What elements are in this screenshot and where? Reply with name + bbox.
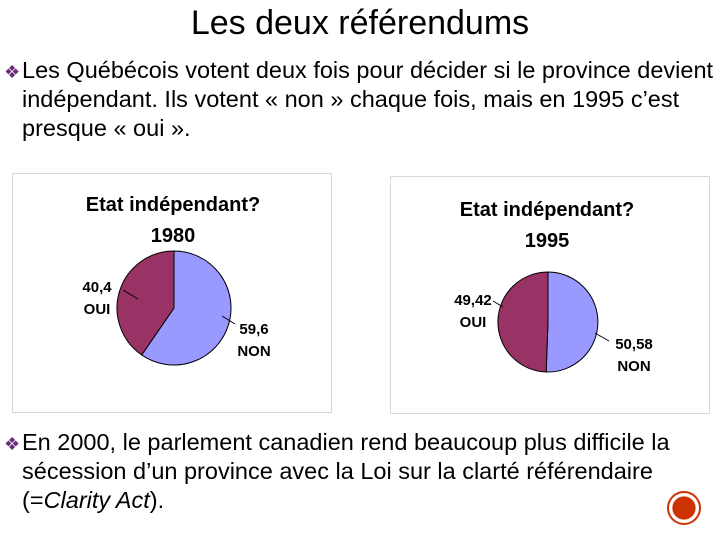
bullet-2-text-italic: Clarity Act — [43, 487, 150, 513]
pie-chart-1995: Etat indépendant? 1995 49,42 OUI 50,58 N… — [390, 176, 710, 414]
slide-title: Les deux référendums — [190, 4, 530, 42]
bullet-1-text: Les Québécois votent deux fois pour déci… — [22, 57, 714, 141]
chart-1980-oui-value: 40,4 — [82, 279, 112, 296]
pie-chart-1980: Etat indépendant? 1980 40,4 OUI 59,6 NON — [12, 173, 332, 413]
bullet-1: ❖ Les Québécois votent deux fois pour dé… — [4, 56, 716, 143]
diamond-bullet-icon: ❖ — [4, 62, 21, 82]
leader-line-oui-1995 — [492, 300, 504, 308]
pie-slice-oui-1980 — [116, 250, 175, 356]
chart-1995-subtitle: 1995 — [525, 230, 570, 252]
diamond-bullet-icon: ❖ — [4, 434, 21, 454]
pie-chart-1980-svg: Etat indépendant? 1980 40,4 OUI 59,6 NON — [82, 194, 271, 366]
pie-slice-oui-1995 — [497, 271, 549, 373]
chart-1995-oui-value: 49,42 — [454, 292, 492, 309]
leader-line-non-1980 — [221, 315, 236, 325]
pie-chart-1995-svg: Etat indépendant? 1995 49,42 OUI 50,58 N… — [454, 199, 653, 375]
bullet-2-text-end: ). — [149, 487, 165, 513]
leader-line-oui-1980 — [122, 289, 139, 300]
bullet-2-text: En 2000, le parlement canadien rend beau… — [4, 428, 716, 515]
chart-1980-oui-name: OUI — [84, 301, 111, 318]
chart-1980-non-value: 59,6 — [239, 321, 268, 338]
chart-1995-non-value: 50,58 — [615, 336, 653, 353]
chart-1980-title: Etat indépendant? — [86, 194, 260, 216]
chart-1980-non-name: NON — [237, 343, 270, 360]
bullet-2: ❖ En 2000, le parlement canadien rend be… — [4, 428, 716, 515]
pie-slice-non-1980 — [140, 250, 232, 366]
chart-1980-subtitle: 1980 — [151, 225, 196, 247]
chart-1995-title: Etat indépendant? — [460, 199, 634, 221]
bullet-2-text-main: En 2000, le parlement canadien rend beau… — [22, 429, 670, 513]
chart-1995-oui-name: OUI — [460, 314, 487, 331]
circle-button-icon[interactable] — [666, 490, 702, 526]
leader-line-non-1995 — [594, 332, 610, 342]
pie-slice-non-1995 — [545, 271, 599, 373]
chart-1995-non-name: NON — [617, 358, 650, 375]
